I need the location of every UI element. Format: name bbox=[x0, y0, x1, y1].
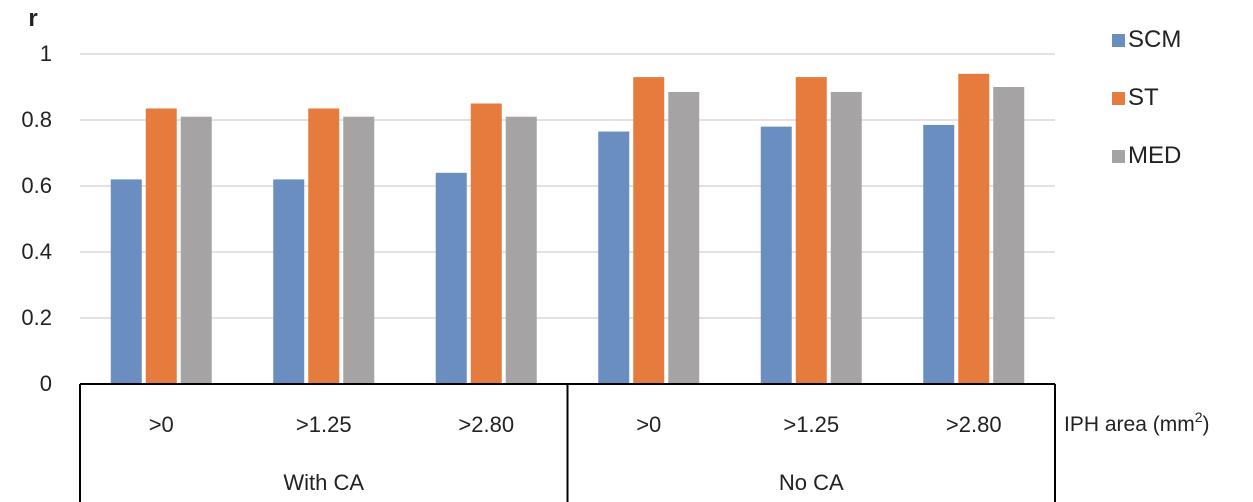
category-label: >2.80 bbox=[946, 412, 1002, 437]
bar-scm bbox=[110, 179, 142, 384]
bar-med bbox=[505, 116, 537, 384]
x-axis-title-superscript: 2 bbox=[1195, 409, 1203, 425]
legend-label-st: ST bbox=[1128, 84, 1159, 111]
x-axis-title-suffix: ) bbox=[1202, 413, 1209, 436]
bar-med bbox=[668, 91, 700, 384]
category-labels: >0 >1.25 >2.80 >0 >1.25 >2.80 bbox=[149, 412, 1002, 437]
y-axis-title: r bbox=[28, 5, 37, 32]
bar-scm bbox=[273, 179, 305, 384]
category-label: >1.25 bbox=[296, 412, 352, 437]
bar-scm bbox=[760, 126, 792, 384]
gridlines bbox=[80, 53, 1055, 319]
bar-st bbox=[633, 77, 665, 384]
legend-swatch-med bbox=[1112, 150, 1125, 163]
bar-st bbox=[308, 108, 340, 384]
bar-scm bbox=[435, 172, 467, 384]
bar-med bbox=[993, 87, 1025, 384]
legend-label-med: MED bbox=[1128, 142, 1181, 169]
category-label: >0 bbox=[636, 412, 661, 437]
y-tick-labels: 0 0.2 0.4 0.6 0.8 1 bbox=[21, 41, 52, 396]
y-tick-label: 0 bbox=[40, 371, 52, 396]
bar-scm bbox=[598, 131, 630, 384]
y-tick-label: 0.8 bbox=[21, 107, 52, 132]
x-axis-title-main: IPH area (mm bbox=[1064, 413, 1195, 436]
bar-st bbox=[958, 73, 990, 385]
bar-med bbox=[830, 91, 862, 384]
category-label: >2.80 bbox=[458, 412, 514, 437]
group-label: With CA bbox=[283, 470, 364, 495]
x-axis-title: IPH area (mm2) bbox=[1064, 409, 1209, 436]
bar-st bbox=[795, 77, 827, 384]
group-label: No CA bbox=[779, 470, 844, 495]
legend-swatch-scm bbox=[1112, 34, 1125, 47]
category-label: >1.25 bbox=[783, 412, 839, 437]
y-tick-label: 0.2 bbox=[21, 305, 52, 330]
legend-label-scm: SCM bbox=[1128, 26, 1181, 53]
legend-swatch-st bbox=[1112, 92, 1125, 105]
bar-med bbox=[343, 116, 375, 384]
group-labels: With CA No CA bbox=[283, 470, 844, 495]
category-label: >0 bbox=[149, 412, 174, 437]
y-tick-label: 0.6 bbox=[21, 173, 52, 198]
bar-scm bbox=[923, 124, 955, 384]
bar-med bbox=[180, 116, 212, 384]
bar-st bbox=[470, 103, 502, 384]
axes bbox=[79, 383, 1056, 502]
bars bbox=[110, 73, 1025, 385]
y-tick-label: 1 bbox=[40, 41, 52, 66]
legend: SCM ST MED bbox=[1112, 26, 1181, 169]
y-tick-label: 0.4 bbox=[21, 239, 52, 264]
bar-st bbox=[145, 108, 177, 384]
